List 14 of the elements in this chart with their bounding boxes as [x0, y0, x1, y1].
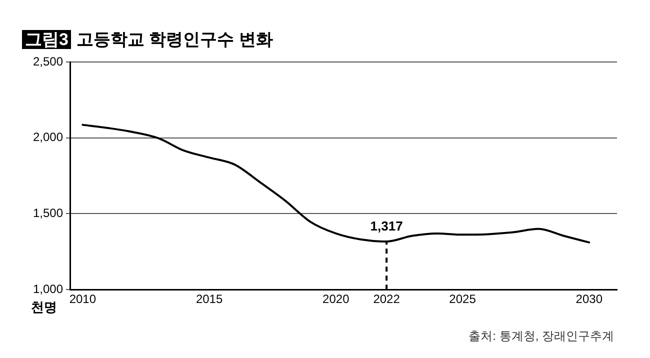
x-tick-label: 2030 [576, 292, 603, 306]
y-tick-label: 2,000 [32, 130, 64, 144]
x-tick-label: 2015 [196, 292, 223, 306]
y-tick-label: 2,500 [32, 54, 64, 68]
x-tick-label: 2010 [69, 292, 96, 306]
source-note: 출처: 통계청, 장래인구추계 [468, 328, 614, 345]
x-tick-label: 2025 [449, 292, 476, 306]
y-axis-title: 천명 [31, 300, 57, 315]
x-tick-label: 2020 [322, 292, 350, 306]
chart-title: 그림3 고등학교 학령인구수 변화 [24, 30, 273, 49]
y-tick-label: 1,000 [32, 282, 64, 296]
y-tick-label: 1,500 [32, 206, 64, 220]
x-tick-label: 2022 [373, 292, 400, 306]
annotation: 1,317 [370, 218, 403, 234]
